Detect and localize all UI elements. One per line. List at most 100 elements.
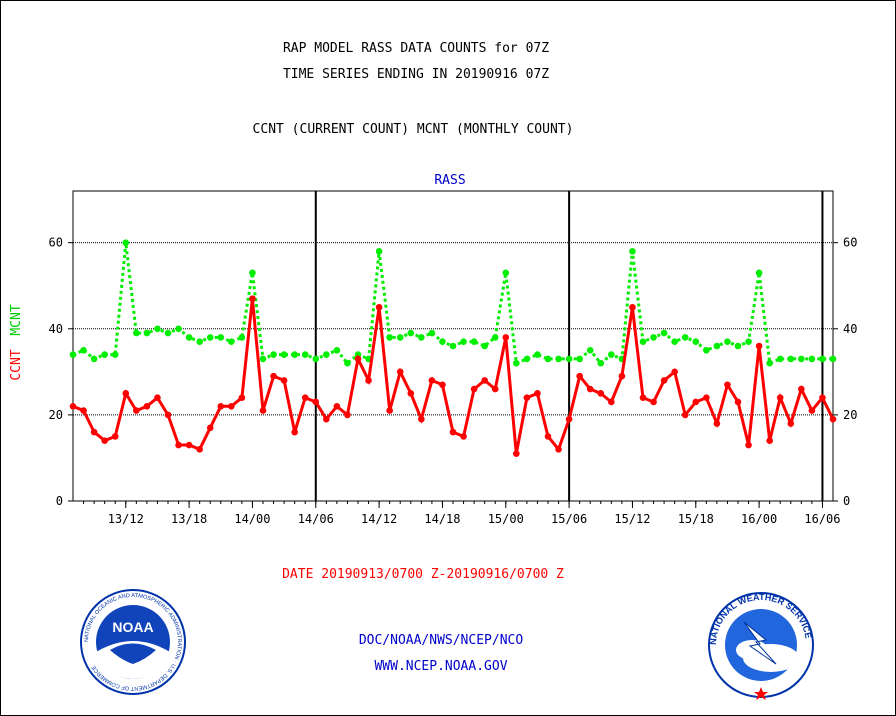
data-point-mcnt xyxy=(280,351,288,358)
data-point-mcnt xyxy=(428,329,436,337)
data-point-ccnt xyxy=(576,372,583,380)
data-point-mcnt xyxy=(513,359,520,367)
y-axis-label-mcnt: MCNT xyxy=(9,304,24,335)
data-point-ccnt xyxy=(164,411,172,419)
data-point-mcnt xyxy=(396,334,404,341)
data-point-ccnt xyxy=(439,381,446,389)
data-point-mcnt xyxy=(259,355,267,363)
data-point-ccnt xyxy=(69,402,77,410)
data-point-mcnt xyxy=(206,334,214,341)
y-tick-label-right: 20 xyxy=(843,408,857,422)
data-point-ccnt xyxy=(481,377,488,384)
data-point-ccnt xyxy=(80,407,87,414)
data-point-mcnt xyxy=(755,269,763,277)
data-point-ccnt xyxy=(608,398,615,406)
data-point-ccnt xyxy=(354,355,362,363)
data-point-mcnt xyxy=(776,355,784,363)
data-point-ccnt xyxy=(365,377,372,384)
data-point-ccnt xyxy=(122,390,130,397)
data-point-ccnt xyxy=(238,394,246,401)
data-point-ccnt xyxy=(312,398,320,406)
data-point-mcnt xyxy=(101,351,108,358)
data-point-ccnt xyxy=(692,398,700,406)
x-tick-label: 16/06 xyxy=(804,512,840,526)
data-point-mcnt xyxy=(407,329,415,337)
data-point-ccnt xyxy=(798,385,805,393)
data-point-ccnt xyxy=(154,394,161,401)
data-point-mcnt xyxy=(808,355,816,363)
data-point-ccnt xyxy=(396,368,404,376)
data-point-ccnt xyxy=(703,394,710,401)
data-point-ccnt xyxy=(502,334,510,341)
data-point-ccnt xyxy=(196,446,203,453)
data-point-ccnt xyxy=(755,342,763,350)
data-point-ccnt xyxy=(228,402,235,410)
data-point-ccnt xyxy=(523,394,531,401)
data-point-mcnt xyxy=(502,269,510,277)
data-point-ccnt xyxy=(555,446,562,453)
data-point-ccnt xyxy=(206,424,214,432)
data-point-ccnt xyxy=(745,441,752,449)
data-point-ccnt xyxy=(776,394,784,401)
y-axis-label-ccnt: CCNT xyxy=(9,349,24,380)
data-point-mcnt xyxy=(629,247,636,255)
x-tick-label: 15/00 xyxy=(488,512,524,526)
data-point-mcnt xyxy=(639,338,647,345)
chart-title-line2: TIME SERIES ENDING IN 20190916 07Z xyxy=(283,67,549,82)
url-label[interactable]: WWW.NCEP.NOAA.GOV xyxy=(374,659,507,674)
data-point-ccnt xyxy=(671,368,678,376)
data-point-ccnt xyxy=(185,441,193,449)
data-point-ccnt xyxy=(544,433,552,440)
data-point-mcnt xyxy=(312,355,320,363)
data-point-mcnt xyxy=(80,347,87,354)
y-tick-label-right: 0 xyxy=(843,494,850,508)
data-point-mcnt xyxy=(523,355,531,363)
data-point-ccnt xyxy=(133,407,140,414)
data-point-ccnt xyxy=(259,407,267,414)
data-point-mcnt xyxy=(565,355,573,363)
y-tick-label-left: 0 xyxy=(56,494,63,508)
data-point-mcnt xyxy=(819,355,826,363)
data-point-ccnt xyxy=(407,390,415,397)
data-point-mcnt xyxy=(724,338,731,345)
data-point-ccnt xyxy=(249,295,256,302)
data-point-ccnt xyxy=(217,402,225,410)
data-point-mcnt xyxy=(555,355,562,363)
data-point-mcnt xyxy=(270,351,277,358)
data-point-mcnt xyxy=(238,334,246,341)
data-point-mcnt xyxy=(386,334,393,341)
data-point-ccnt xyxy=(301,394,309,401)
y-tick-label-left: 20 xyxy=(49,408,63,422)
data-point-mcnt xyxy=(671,338,678,345)
data-point-mcnt xyxy=(344,359,351,367)
data-point-mcnt xyxy=(460,338,467,345)
x-tick-label: 13/12 xyxy=(108,512,144,526)
x-tick-label: 14/12 xyxy=(361,512,397,526)
chart-title-line1: RAP MODEL RASS DATA COUNTS for 07Z xyxy=(283,41,549,56)
data-point-ccnt xyxy=(660,377,668,384)
data-point-ccnt xyxy=(829,415,837,423)
data-point-ccnt xyxy=(713,420,721,427)
data-point-mcnt xyxy=(829,355,837,363)
data-point-mcnt xyxy=(534,351,541,358)
data-point-mcnt xyxy=(713,342,721,350)
data-point-ccnt xyxy=(650,398,657,406)
data-point-mcnt xyxy=(576,355,583,363)
data-point-mcnt xyxy=(301,351,309,358)
x-tick-label: 14/18 xyxy=(424,512,460,526)
data-point-ccnt xyxy=(639,394,647,401)
data-point-mcnt xyxy=(597,359,605,367)
noaa-logo-text: NOAA xyxy=(112,619,153,635)
data-point-mcnt xyxy=(449,342,457,350)
data-point-mcnt xyxy=(734,342,742,350)
data-point-ccnt xyxy=(90,428,98,436)
data-point-mcnt xyxy=(291,351,298,358)
data-point-mcnt xyxy=(175,325,182,333)
data-point-mcnt xyxy=(491,334,499,341)
data-point-mcnt xyxy=(333,347,341,354)
data-point-mcnt xyxy=(122,239,130,246)
data-point-ccnt xyxy=(460,433,467,440)
data-point-mcnt xyxy=(196,338,203,345)
data-point-mcnt xyxy=(111,351,119,358)
data-point-mcnt xyxy=(481,342,488,350)
